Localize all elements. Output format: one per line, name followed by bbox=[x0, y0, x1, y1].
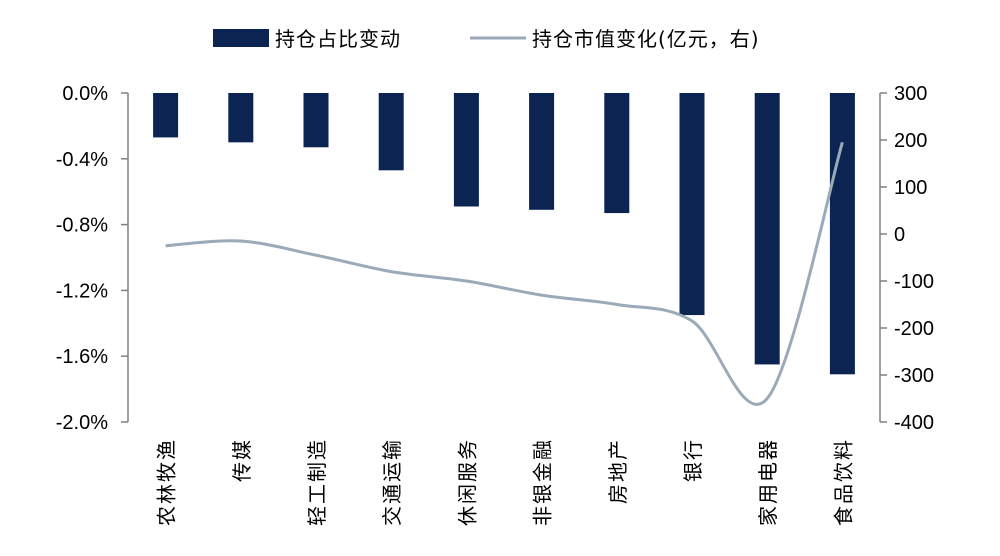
bar bbox=[228, 93, 254, 143]
bar bbox=[754, 93, 780, 365]
category-label: 休闲服务 bbox=[455, 438, 479, 526]
bar-series bbox=[153, 93, 855, 375]
category-label: 轻工制造 bbox=[305, 438, 329, 526]
category-label: 交通运输 bbox=[380, 438, 404, 526]
left-axis-tick-label: -0.4% bbox=[56, 149, 108, 171]
legend-bar-swatch bbox=[213, 29, 269, 47]
bar bbox=[529, 93, 555, 210]
category-labels: 农林牧渔 传媒 轻工制造 交通运输 休闲服务 非银金融 房地产 银行 家用电器 食品饮料 bbox=[155, 438, 856, 526]
bar bbox=[679, 93, 705, 316]
category-label: 食品饮料 bbox=[831, 438, 855, 526]
left-axis-tick-label: -2.0% bbox=[56, 412, 108, 434]
right-axis-tick-label: -200 bbox=[894, 318, 934, 340]
bar bbox=[453, 93, 479, 207]
bar bbox=[378, 93, 404, 171]
legend: 持仓占比变动 持仓市值变化(亿元，右) bbox=[213, 27, 760, 51]
category-label: 银行 bbox=[681, 438, 705, 482]
bar bbox=[303, 93, 329, 148]
bar bbox=[604, 93, 630, 214]
left-axis-tick-label: -1.2% bbox=[56, 280, 108, 302]
right-axis-tick-label: -300 bbox=[894, 365, 934, 387]
left-axis-tick-label: -1.6% bbox=[56, 346, 108, 368]
category-label: 农林牧渔 bbox=[155, 438, 179, 526]
right-axis-tick-label: -100 bbox=[894, 271, 934, 293]
right-axis-tick-label: 100 bbox=[894, 177, 927, 199]
line-path bbox=[165, 141, 844, 406]
bar bbox=[153, 93, 179, 138]
line-series bbox=[165, 141, 844, 406]
category-label: 传媒 bbox=[230, 438, 254, 482]
right-axis-tick-label: 0 bbox=[894, 224, 905, 246]
bar bbox=[829, 93, 855, 375]
left-axis-tick-label: 0.0% bbox=[62, 83, 108, 105]
right-axis-tick-label: 300 bbox=[894, 83, 927, 105]
category-label: 房地产 bbox=[606, 438, 630, 504]
legend-bar-label: 持仓占比变动 bbox=[275, 27, 401, 51]
axes: 0.0% -0.4% -0.8% -1.2% -1.6% -2.0% 300 200 100 0 -… bbox=[56, 83, 934, 434]
legend-line-label: 持仓市值变化(亿元，右) bbox=[532, 27, 760, 51]
right-axis-tick-label: -400 bbox=[894, 412, 934, 434]
left-axis-tick-label: -0.8% bbox=[56, 215, 108, 237]
category-label: 非银金融 bbox=[531, 438, 555, 526]
category-label: 家用电器 bbox=[756, 438, 780, 526]
right-axis-tick-label: 200 bbox=[894, 130, 927, 152]
